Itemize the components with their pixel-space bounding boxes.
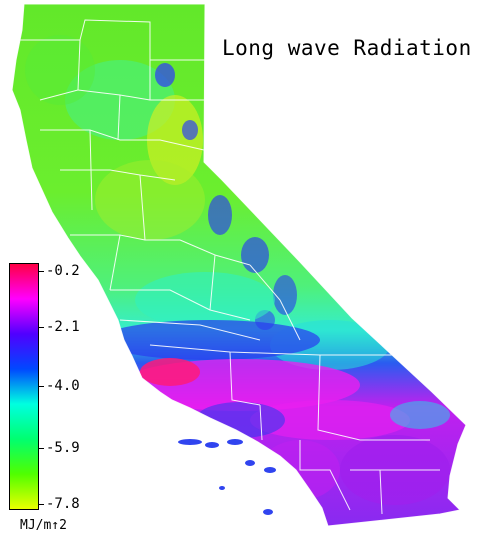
tick-mark [39,504,44,505]
tick-mark [39,448,44,449]
scale-tick-label: -2.1 [46,319,80,335]
tick-mark [39,327,44,328]
tick-mark [39,271,44,272]
scale-unit-label: MJ/m↑2 [20,518,67,533]
color-scale-bar [9,263,39,510]
scale-tick-label: -0.2 [46,263,80,279]
scale-tick-label: -4.0 [46,378,80,394]
scale-tick-label: -7.8 [46,496,80,512]
scale-tick-label: -5.9 [46,440,80,456]
channel-islands [178,439,276,515]
tick-mark [39,386,44,387]
county-borders [11,3,467,527]
map-title: Long wave Radiation [222,36,472,60]
